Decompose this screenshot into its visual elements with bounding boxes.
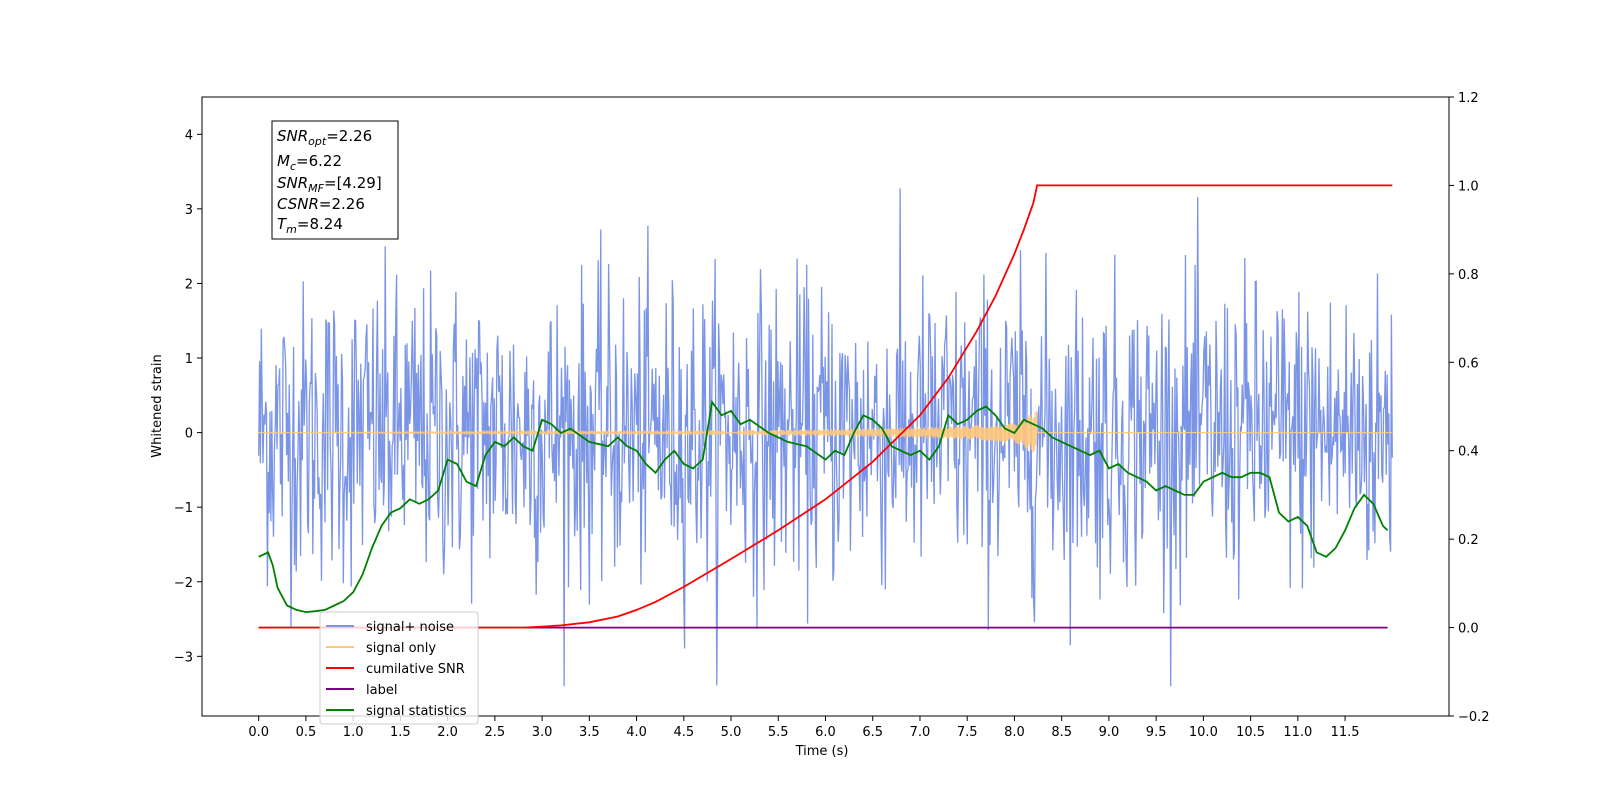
legend-label-signal-only: signal only [366,641,436,656]
x-tick-label: 6.0 [815,725,836,740]
x-tick-label: 7.5 [957,725,978,740]
annotation-line-csnr: CSNR=2.26 [277,195,365,213]
y-tick-label: 4 [185,128,193,143]
y2-tick-label: 0.8 [1458,268,1479,283]
legend-entry-signal-only: signal only [326,641,436,656]
x-tick-label: 2.0 [437,725,458,740]
x-tick-label: 3.5 [579,725,600,740]
annotation-line-snr-opt: SNRopt=2.26 [277,127,372,148]
x-tick-label: 10.5 [1236,725,1265,740]
legend-label-label: label [366,683,397,698]
legend-label-signal-statistics: signal statistics [366,704,467,719]
annotation-frame [271,120,399,240]
x-tick-label: 4.0 [626,725,647,740]
legend-entry-cumulative-snr: cumilative SNR [326,662,465,677]
axes-layer: 0.0 0.5 1.0 1.5 2.0 2.5 3.0 3.5 4.0 4.5 5.0 5.5 6.0 6… [174,91,1490,740]
y-axis-label: Whitened strain [150,354,165,457]
y2-tick-label: 0.4 [1458,445,1479,460]
y-tick-label: −1 [174,501,193,516]
x-tick-label: 6.5 [862,725,883,740]
legend-label-signal-noise: signal+ noise [366,620,454,635]
y-tick-label: 1 [185,352,193,367]
x-tick-label: 11.5 [1331,725,1360,740]
x-tick-label: 1.5 [390,725,411,740]
y-tick-label: −2 [174,576,193,591]
legend-entry-signal-noise: signal+ noise [326,620,454,635]
series-signal-statistics [258,399,1389,614]
legend: signal+ noise signal only cumilative SNR… [319,611,479,725]
y2-tick-label: −0.2 [1458,710,1490,725]
y2-tick-label: 0.0 [1458,622,1479,637]
x-tick-label: 9.5 [1146,725,1167,740]
x-tick-label: 7.0 [910,725,931,740]
y2-tick-label: 0.6 [1458,356,1479,371]
x-tick-label: 5.5 [768,725,789,740]
y2-tick-label: 0.2 [1458,533,1479,548]
y2-tick-label: 1.0 [1458,179,1479,194]
x-tick-label: 4.5 [673,725,694,740]
x-tick-label: 5.0 [721,725,742,740]
x-tick-label: 0.5 [296,725,317,740]
y-tick-label: 3 [185,203,193,218]
y-tick-label: −3 [174,650,193,665]
legend-entry-label: label [326,683,397,698]
series-signal-only [258,411,1393,453]
x-tick-label: 9.0 [1099,725,1120,740]
x-tick-label: 11.0 [1283,725,1312,740]
x-tick-label: 3.0 [532,725,553,740]
x-tick-label: 8.0 [1004,725,1025,740]
series-signal-noise [258,188,1393,687]
y2-tick-label: 1.2 [1458,91,1479,106]
legend-label-cumulative-snr: cumilative SNR [366,662,465,677]
x-tick-label: 0.0 [248,725,269,740]
x-axis-label: Time (s) [795,744,849,759]
series-cumulative-snr [258,184,1393,629]
legend-frame [319,611,479,725]
annotation-box: SNRopt=2.26 Mc=6.22 SNRMF=[4.29] CSNR=2.… [271,120,399,240]
legend-entry-signal-statistics: signal statistics [326,704,467,719]
y-tick-label: 2 [185,277,193,292]
x-tick-label: 1.0 [343,725,364,740]
annotation-line-tm: Tm=8.24 [277,215,343,236]
x-tick-label: 8.5 [1051,725,1072,740]
y-tick-label: 0 [185,427,193,442]
annotation-line-mc: Mc=6.22 [277,152,342,173]
annotation-line-snr-mf: SNRMF=[4.29] [277,174,382,195]
x-tick-label: 2.5 [485,725,506,740]
x-tick-label: 10.0 [1189,725,1218,740]
